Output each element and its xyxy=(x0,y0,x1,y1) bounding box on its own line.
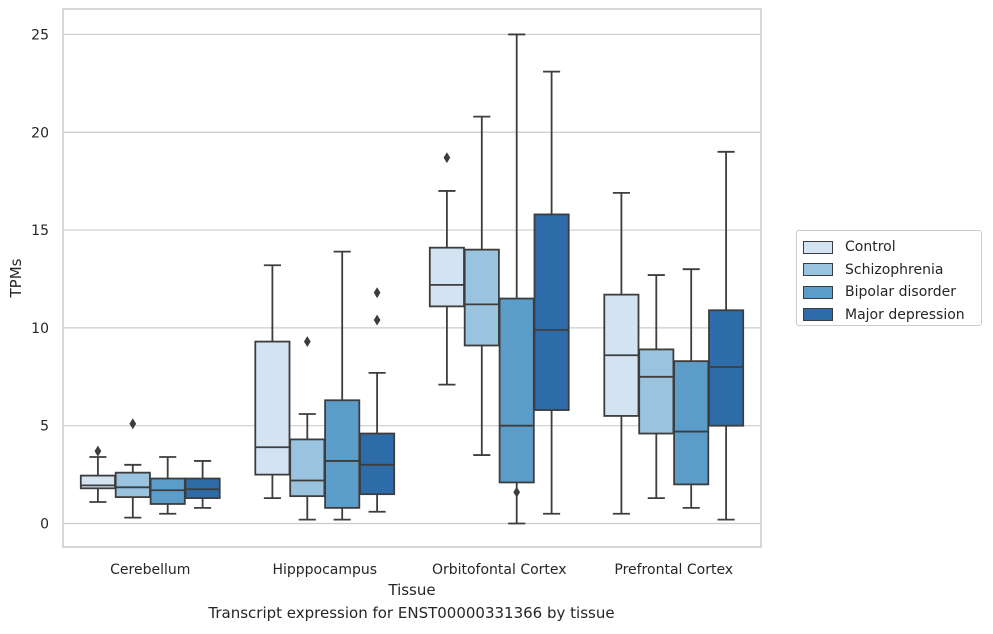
grid-lines xyxy=(63,33,761,525)
box-major-depression xyxy=(184,460,221,509)
outlier-point xyxy=(443,152,451,164)
y-tick-label: 15 xyxy=(31,223,49,239)
outlier-point xyxy=(303,336,311,348)
legend-swatch xyxy=(803,285,833,299)
y-tick-label: 10 xyxy=(31,321,49,337)
legend-item: Control xyxy=(803,236,981,259)
box-schizophrenia xyxy=(114,418,151,519)
y-tick-label: 5 xyxy=(40,419,49,435)
box-series xyxy=(79,33,745,525)
box-bipolar-disorder xyxy=(149,456,186,515)
box-body xyxy=(708,309,745,427)
box-body xyxy=(289,438,326,498)
x-tick-label: Hipppocampus xyxy=(272,562,377,578)
chart-caption: Transcript expression for ENST0000033136… xyxy=(208,604,615,622)
box-bipolar-disorder xyxy=(498,33,535,525)
x-tick-label: Cerebellum xyxy=(110,562,190,578)
x-axis-ticks: Cerebellum Hipppocampus Orbitofontal Corte… xyxy=(110,562,733,578)
box-body xyxy=(79,474,116,490)
box-bipolar-disorder xyxy=(673,268,710,509)
legend-swatch xyxy=(803,308,833,322)
box-body xyxy=(359,432,396,496)
x-tick-label: Prefrontal Cortex xyxy=(614,562,733,578)
box-schizophrenia xyxy=(289,336,326,521)
box-control xyxy=(603,191,640,515)
box-body xyxy=(428,246,465,308)
box-body xyxy=(184,477,221,499)
box-body xyxy=(638,348,675,435)
y-axis-label: TPMs xyxy=(7,258,25,298)
box-major-depression xyxy=(533,70,570,515)
y-tick-label: 0 xyxy=(40,517,49,533)
outlier-point xyxy=(129,418,137,430)
legend-item: Schizophrenia xyxy=(803,259,981,282)
box-control xyxy=(79,445,116,503)
legend-swatch xyxy=(803,240,833,254)
legend: Control Schizophrenia Bipolar disorder Majo… xyxy=(796,230,982,326)
box-body xyxy=(324,399,361,509)
box-body xyxy=(254,340,291,476)
outlier-point xyxy=(373,287,381,299)
x-axis-label: Tissue xyxy=(387,581,435,599)
box-schizophrenia xyxy=(463,115,500,456)
legend-label: Major depression xyxy=(845,306,965,323)
box-body xyxy=(673,360,710,486)
legend-label: Control xyxy=(845,239,896,256)
outlier-point xyxy=(373,314,381,326)
legend-item: Bipolar disorder xyxy=(803,281,981,304)
legend-item: Major depression xyxy=(803,304,981,327)
box-body xyxy=(463,248,500,347)
y-tick-label: 25 xyxy=(31,27,49,43)
plot-area-frame xyxy=(62,8,762,548)
x-tick-label: Orbitofontal Cortex xyxy=(432,562,567,578)
box-schizophrenia xyxy=(638,274,675,499)
outlier-point xyxy=(94,445,102,457)
legend-label: Schizophrenia xyxy=(845,261,944,278)
box-major-depression xyxy=(708,150,745,521)
y-axis-ticks: 0 5 10 15 20 25 xyxy=(31,27,49,532)
box-major-depression xyxy=(359,287,396,513)
box-body xyxy=(498,297,535,484)
box-body xyxy=(114,471,151,499)
legend-label: Bipolar disorder xyxy=(845,284,957,301)
box-bipolar-disorder xyxy=(324,250,361,521)
box-body xyxy=(149,477,186,505)
box-control xyxy=(428,152,465,386)
legend-swatch xyxy=(803,263,833,277)
box-control xyxy=(254,264,291,499)
y-tick-label: 20 xyxy=(31,125,49,141)
box-body xyxy=(533,213,570,411)
outlier-point xyxy=(513,486,521,498)
